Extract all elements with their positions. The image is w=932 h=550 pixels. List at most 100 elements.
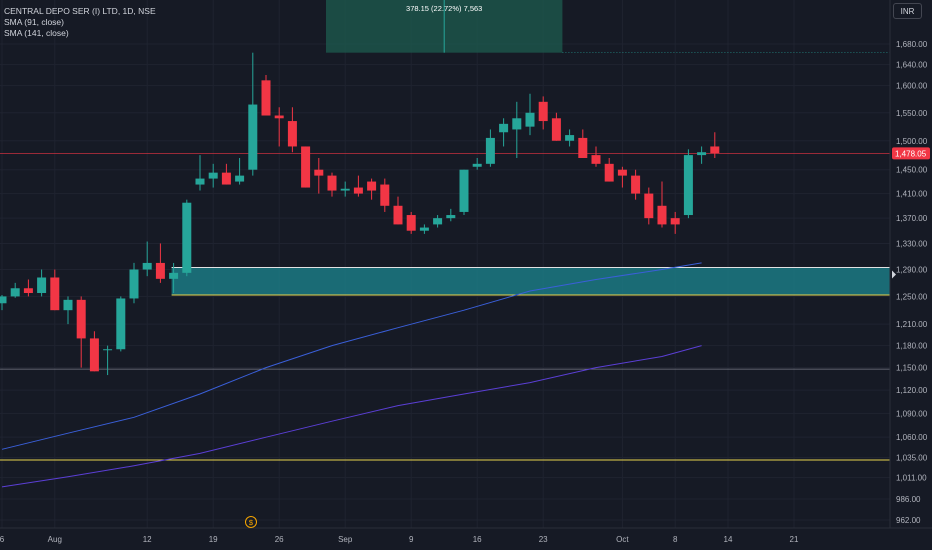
y-tick-label: 1,550.00	[896, 109, 928, 118]
x-tick-label: 14	[724, 535, 733, 544]
candle-body	[235, 175, 245, 182]
candle-body	[670, 218, 680, 225]
candle-body	[631, 175, 641, 194]
y-tick-label: 1,060.00	[896, 433, 928, 442]
candle-body	[37, 277, 47, 294]
candle-body	[340, 188, 350, 191]
candle-body	[393, 205, 403, 225]
candle-body	[103, 349, 113, 351]
x-tick-label: 19	[209, 535, 218, 544]
candle-body	[50, 277, 60, 311]
candle-body	[459, 169, 469, 212]
candle-body	[155, 262, 165, 279]
y-tick-label: 1,410.00	[896, 190, 928, 199]
candle-body	[314, 169, 324, 176]
candle-body	[274, 115, 284, 119]
x-tick-label: 9	[409, 535, 414, 544]
x-tick-label: 21	[790, 535, 799, 544]
y-tick-label: 1,600.00	[896, 82, 928, 91]
candle-body	[248, 104, 258, 170]
y-tick-label: 986.00	[896, 495, 921, 504]
x-tick-label: 6	[0, 535, 5, 544]
x-tick-label: Oct	[616, 535, 629, 544]
candle-body	[23, 288, 33, 294]
y-tick-label: 1,035.00	[896, 454, 928, 463]
candle-body	[697, 152, 707, 156]
candle-body	[380, 184, 390, 206]
y-tick-label: 1,150.00	[896, 364, 928, 373]
x-tick-label: Sep	[338, 535, 353, 544]
candle-body	[221, 172, 231, 185]
last-price-tag	[892, 147, 930, 160]
candle-body	[446, 215, 456, 219]
candle-body	[578, 137, 588, 159]
candle-body	[169, 272, 179, 279]
y-tick-label: 1,180.00	[896, 342, 928, 351]
candle-body	[261, 80, 271, 116]
x-tick-label: 8	[673, 535, 678, 544]
candle-body	[419, 227, 429, 231]
candle-body	[472, 163, 482, 167]
candle-body	[499, 123, 509, 133]
dividend-icon	[245, 516, 257, 528]
x-tick-label: 26	[275, 535, 284, 544]
y-tick-label: 1,011.00	[896, 474, 927, 483]
candle-body	[195, 178, 205, 185]
candle-body	[551, 118, 561, 141]
candle-body	[129, 269, 139, 299]
x-tick-label: Aug	[48, 535, 62, 544]
currency-selector[interactable]: INR	[893, 3, 922, 19]
candle-body	[604, 163, 614, 182]
sma-91-line	[1, 262, 702, 450]
candle-body	[433, 218, 443, 225]
candle-body	[367, 181, 377, 191]
candle-body	[683, 155, 693, 216]
candle-body	[512, 118, 522, 130]
y-tick-label: 1,120.00	[896, 386, 928, 395]
symbol-title: CENTRAL DEPO SER (I) LTD, 1D, NSE	[4, 6, 156, 16]
sma-141-line	[1, 345, 702, 488]
candle-body	[591, 155, 601, 164]
candle-body	[142, 262, 152, 270]
candle-body	[525, 112, 535, 127]
y-tick-label: 1,370.00	[896, 214, 928, 223]
y-tick-label: 1,290.00	[896, 266, 928, 275]
measure-label: 378.15 (22.72%) 7,563	[406, 4, 482, 13]
candle-body	[657, 205, 667, 225]
candle-body	[287, 121, 297, 147]
last-price-label: 1,478.05	[895, 149, 927, 158]
candle-body	[406, 215, 416, 231]
y-tick-label: 1,210.00	[896, 320, 928, 329]
candle-body	[710, 146, 720, 154]
candle-body	[327, 175, 337, 191]
zone-handle-icon	[892, 270, 896, 279]
y-tick-label: 1,330.00	[896, 239, 928, 248]
candle-body	[538, 101, 548, 122]
y-tick-label: 1,450.00	[896, 166, 928, 175]
sma-slow-label: SMA (141, close)	[4, 28, 69, 38]
chart-legend: CENTRAL DEPO SER (I) LTD, 1D, NSE SMA (9…	[4, 6, 156, 39]
candle-body	[485, 137, 495, 164]
candle-body	[617, 169, 627, 176]
y-tick-label: 1,090.00	[896, 409, 928, 418]
x-tick-label: 23	[539, 535, 548, 544]
candle-body	[63, 299, 73, 311]
x-tick-label: 16	[473, 535, 482, 544]
candle-body	[644, 193, 654, 219]
sma-fast-label: SMA (91, close)	[4, 17, 64, 27]
dividend-icon-glyph: $	[249, 518, 254, 527]
y-tick-label: 1,640.00	[896, 61, 928, 70]
candle-body	[116, 298, 126, 350]
y-tick-label: 1,250.00	[896, 292, 928, 301]
candle-body	[208, 172, 218, 179]
candle-body	[565, 135, 575, 141]
candle-body	[353, 187, 363, 194]
x-tick-label: 12	[143, 535, 152, 544]
candle-body	[301, 146, 311, 188]
candle-body	[182, 202, 192, 273]
y-tick-label: 962.00	[896, 516, 921, 525]
y-tick-label: 1,680.00	[896, 40, 928, 49]
candle-body	[10, 288, 20, 297]
candle-body	[0, 296, 7, 304]
